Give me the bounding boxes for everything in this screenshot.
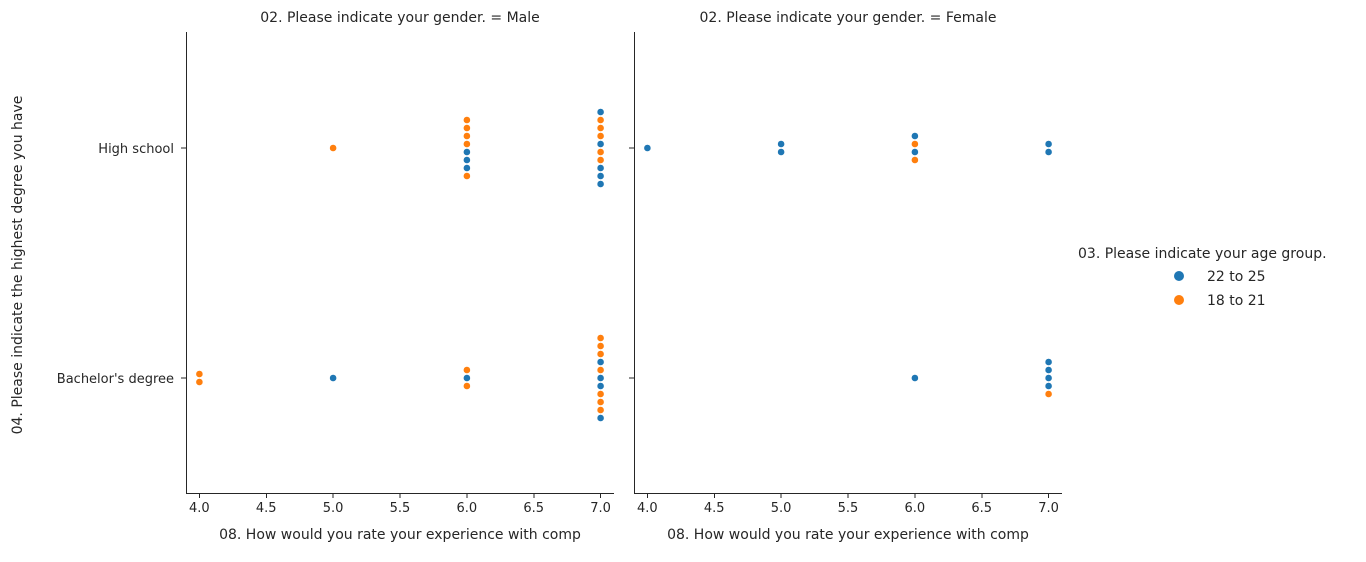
data-point-22-to-25 — [1044, 148, 1053, 156]
data-point-18-to-21 — [462, 116, 471, 124]
data-point-22-to-25 — [643, 144, 652, 152]
data-point-22-to-25 — [1044, 374, 1053, 382]
x-tick-label: 5.5 — [838, 501, 859, 516]
x-axis-label-female: 08. How would you rate your experience w… — [667, 527, 1029, 543]
x-axis-label-male: 08. How would you rate your experience w… — [219, 527, 581, 543]
data-point-18-to-21 — [596, 156, 605, 164]
panel-female: 02. Please indicate your gender. = Femal… — [629, 10, 1062, 543]
data-point-22-to-25 — [596, 358, 605, 366]
data-point-18-to-21 — [329, 144, 337, 152]
data-point-22-to-25 — [1044, 366, 1053, 374]
y-ticks-male: High school Bachelor's degree — [57, 142, 186, 387]
data-point-22-to-25 — [462, 156, 471, 164]
x-ticks-female: 4.0 4.5 5.0 5.5 6.0 6.5 7.0 — [637, 493, 1059, 516]
legend: 03. Please indicate your age group. 22 t… — [1078, 246, 1327, 309]
data-point-18-to-21 — [596, 132, 605, 140]
legend-label-18-to-21: 18 to 21 — [1207, 293, 1266, 309]
x-ticks-male: 4.0 4.5 5.0 5.5 6.0 6.5 7.0 — [189, 493, 611, 516]
x-tick-label: 6.5 — [523, 501, 544, 516]
data-point-22-to-25 — [911, 132, 919, 140]
x-tick-label: 4.0 — [637, 501, 658, 516]
data-point-18-to-21 — [195, 370, 204, 378]
data-point-22-to-25 — [1044, 382, 1053, 390]
y-tick-label-high-school: High school — [98, 142, 174, 157]
data-point-22-to-25 — [777, 148, 785, 156]
data-point-22-to-25 — [911, 374, 919, 382]
data-point-22-to-25 — [777, 140, 785, 148]
y-axis-label: 04. Please indicate the highest degree y… — [10, 96, 26, 435]
legend-marker-22-to-25 — [1174, 271, 1184, 281]
data-point-22-to-25 — [462, 374, 471, 382]
data-point-22-to-25 — [1044, 358, 1053, 366]
data-point-18-to-21 — [596, 390, 605, 398]
data-point-18-to-21 — [596, 334, 605, 342]
data-point-22-to-25 — [596, 108, 605, 116]
data-point-18-to-21 — [596, 398, 605, 406]
legend-title: 03. Please indicate your age group. — [1078, 246, 1327, 262]
x-tick-label: 6.0 — [905, 501, 926, 516]
data-point-22-to-25 — [596, 382, 605, 390]
data-point-22-to-25 — [596, 414, 605, 422]
data-point-22-to-25 — [1044, 140, 1053, 148]
data-point-22-to-25 — [596, 374, 605, 382]
x-tick-label: 7.0 — [1038, 501, 1059, 516]
x-tick-label: 5.0 — [323, 501, 344, 516]
points-female — [643, 132, 1053, 398]
data-point-22-to-25 — [596, 180, 605, 188]
data-point-18-to-21 — [596, 366, 605, 374]
data-point-18-to-21 — [462, 366, 471, 374]
legend-label-22-to-25: 22 to 25 — [1207, 269, 1266, 285]
points-male — [195, 108, 605, 422]
data-point-22-to-25 — [911, 148, 919, 156]
x-tick-label: 7.0 — [590, 501, 611, 516]
x-tick-label: 6.0 — [457, 501, 478, 516]
panel-male: 02. Please indicate your gender. = Male … — [57, 10, 614, 543]
data-point-22-to-25 — [596, 172, 605, 180]
data-point-22-to-25 — [596, 140, 605, 148]
data-point-18-to-21 — [911, 156, 919, 164]
y-ticks-female — [629, 147, 634, 379]
data-point-22-to-25 — [462, 148, 471, 156]
data-point-18-to-21 — [596, 350, 605, 358]
data-point-18-to-21 — [596, 148, 605, 156]
panel-title-female: 02. Please indicate your gender. = Femal… — [700, 10, 997, 26]
data-point-22-to-25 — [596, 164, 605, 172]
data-point-18-to-21 — [462, 172, 471, 180]
data-point-22-to-25 — [329, 374, 337, 382]
x-tick-label: 4.0 — [189, 501, 210, 516]
panel-title-male: 02. Please indicate your gender. = Male — [260, 10, 539, 26]
data-point-18-to-21 — [195, 378, 204, 386]
data-point-18-to-21 — [462, 132, 471, 140]
x-tick-label: 6.5 — [971, 501, 992, 516]
data-point-18-to-21 — [462, 382, 471, 390]
data-point-18-to-21 — [911, 140, 919, 148]
x-tick-label: 5.0 — [771, 501, 792, 516]
data-point-18-to-21 — [596, 116, 605, 124]
x-tick-label: 4.5 — [256, 501, 277, 516]
x-tick-label: 5.5 — [390, 501, 411, 516]
data-point-18-to-21 — [596, 406, 605, 414]
y-tick-label-bachelor-s-degree: Bachelor's degree — [57, 372, 174, 387]
data-point-22-to-25 — [462, 164, 471, 172]
data-point-18-to-21 — [462, 140, 471, 148]
x-tick-label: 4.5 — [704, 501, 725, 516]
data-point-18-to-21 — [462, 124, 471, 132]
data-point-18-to-21 — [1044, 390, 1053, 398]
legend-marker-18-to-21 — [1174, 295, 1184, 305]
data-point-18-to-21 — [596, 342, 605, 350]
data-point-18-to-21 — [596, 124, 605, 132]
